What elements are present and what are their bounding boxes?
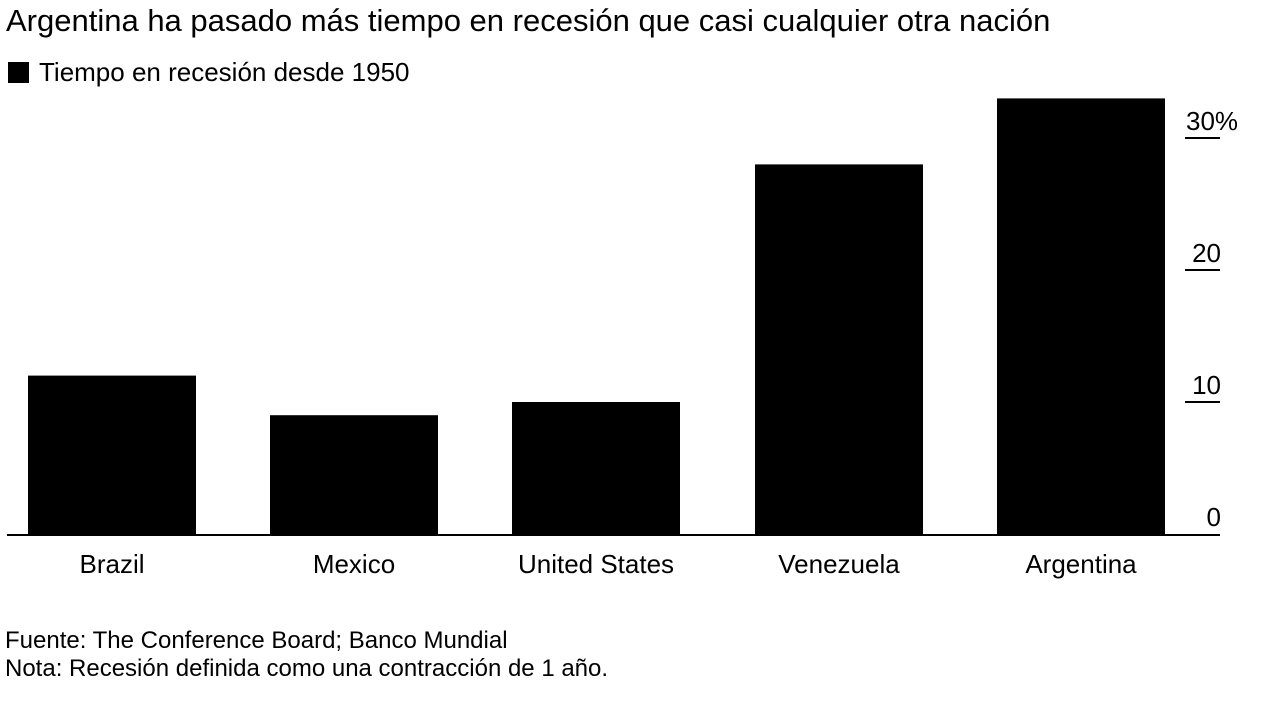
bar-mexico — [270, 415, 438, 534]
bar-chart: Brazil Mexico United States Venezuela Argent… — [7, 98, 1238, 579]
source-note: Fuente: The Conference Board; Banco Mund… — [5, 627, 508, 654]
legend-label: Tiempo en recesión desde 1950 — [39, 56, 410, 87]
x-tick-label: Venezuela — [778, 549, 900, 579]
footer: Fuente: The Conference Board; Banco Mund… — [5, 627, 608, 683]
bar-brazil — [28, 375, 196, 534]
y-tick-label: 30% — [1186, 106, 1238, 136]
legend-swatch — [8, 61, 29, 83]
bar-venezuela — [755, 164, 923, 534]
chart-title: Argentina ha pasado más tiempo en recesi… — [6, 3, 1051, 38]
bar-argentina — [997, 98, 1165, 535]
x-tick-label: Mexico — [313, 549, 395, 579]
x-tick-label: Argentina — [1025, 549, 1137, 579]
x-tick-label: Brazil — [79, 549, 144, 579]
bar-united-states — [512, 402, 680, 534]
definition-note: Nota: Recesión definida como una contrac… — [5, 655, 609, 682]
y-tick-label: 20 — [1192, 238, 1221, 268]
x-tick-label: United States — [518, 549, 674, 579]
y-tick-label: 0 — [1207, 502, 1221, 532]
legend: Tiempo en recesión desde 1950 — [8, 57, 410, 87]
y-tick-label: 10 — [1192, 370, 1221, 400]
